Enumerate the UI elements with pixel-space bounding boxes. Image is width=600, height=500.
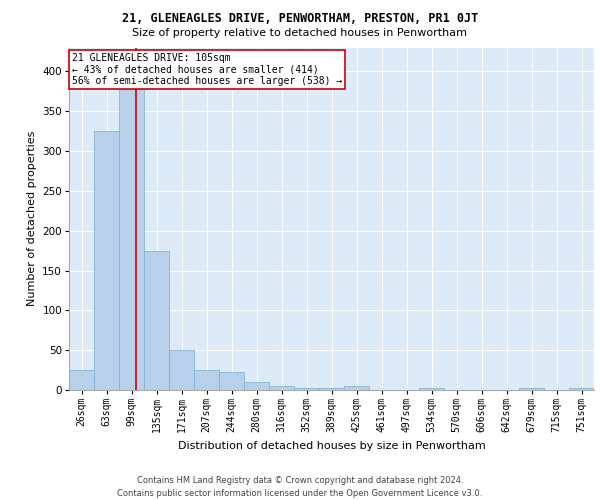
Text: Contains HM Land Registry data © Crown copyright and database right 2024.
Contai: Contains HM Land Registry data © Crown c… xyxy=(118,476,482,498)
Bar xyxy=(94,131,119,390)
Text: Size of property relative to detached houses in Penwortham: Size of property relative to detached ho… xyxy=(133,28,467,38)
Bar xyxy=(194,370,219,390)
Bar xyxy=(569,388,594,390)
Bar xyxy=(344,386,369,390)
Bar xyxy=(519,388,544,390)
Bar xyxy=(269,386,294,390)
Bar xyxy=(69,370,94,390)
Y-axis label: Number of detached properties: Number of detached properties xyxy=(27,131,37,306)
Bar xyxy=(419,388,444,390)
Bar xyxy=(319,388,344,390)
X-axis label: Distribution of detached houses by size in Penwortham: Distribution of detached houses by size … xyxy=(178,440,485,450)
Bar xyxy=(144,250,169,390)
Text: 21 GLENEAGLES DRIVE: 105sqm
← 43% of detached houses are smaller (414)
56% of se: 21 GLENEAGLES DRIVE: 105sqm ← 43% of det… xyxy=(71,52,342,86)
Text: 21, GLENEAGLES DRIVE, PENWORTHAM, PRESTON, PR1 0JT: 21, GLENEAGLES DRIVE, PENWORTHAM, PRESTO… xyxy=(122,12,478,26)
Bar xyxy=(219,372,244,390)
Bar xyxy=(119,60,144,390)
Bar xyxy=(169,350,194,390)
Bar xyxy=(244,382,269,390)
Bar xyxy=(294,388,319,390)
